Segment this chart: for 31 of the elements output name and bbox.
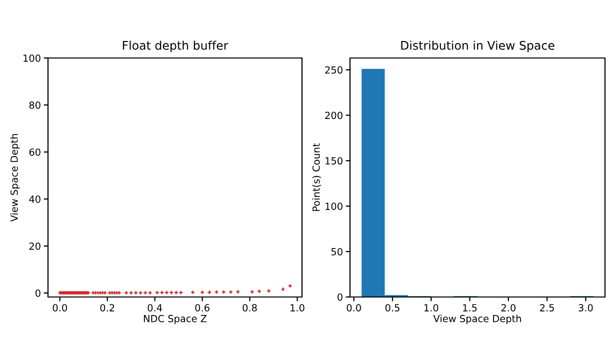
x-axis-title: View Space Depth xyxy=(433,314,521,324)
y-tick-label: 250 xyxy=(325,66,342,74)
y-tick-label: 40 xyxy=(29,195,40,203)
y-tick-label: 60 xyxy=(29,148,40,156)
y-axis-title: Point(s) Count xyxy=(312,143,321,211)
chart-title: Float depth buffer xyxy=(122,40,228,52)
x-tick-label: 2.5 xyxy=(540,304,554,312)
y-tick-label: 20 xyxy=(29,242,40,250)
y-axis-title: View Space Depth xyxy=(10,134,20,222)
x-tick-label: 1.0 xyxy=(290,304,304,312)
x-axis-title: NDC Space Z xyxy=(144,314,207,324)
x-tick-label: 0.2 xyxy=(100,304,114,312)
y-tick-label: 100 xyxy=(326,202,342,210)
x-tick-label: 0.0 xyxy=(52,304,67,312)
x-tick-label: 0.8 xyxy=(242,304,257,312)
x-tick-label: 1.0 xyxy=(424,304,438,312)
x-tick-label: 0.0 xyxy=(346,304,361,312)
y-tick-label: 150 xyxy=(326,157,342,165)
x-tick-label: 0.4 xyxy=(148,304,162,312)
y-tick-label: 80 xyxy=(29,101,40,109)
y-tick-label: 0 xyxy=(338,293,342,301)
y-tick-label: 50 xyxy=(331,248,342,256)
x-tick-label: 0.5 xyxy=(385,304,400,312)
y-tick-label: 100 xyxy=(24,54,40,62)
x-tick-label: 1.5 xyxy=(463,304,477,312)
x-tick-label: 3.0 xyxy=(578,304,593,312)
y-tick-label: 200 xyxy=(325,112,342,120)
x-tick-label: 2.0 xyxy=(501,304,516,312)
x-tick-label: 0.6 xyxy=(195,304,210,312)
y-tick-label: 0 xyxy=(36,289,40,297)
chart-title: Distribution in View Space xyxy=(401,40,554,52)
